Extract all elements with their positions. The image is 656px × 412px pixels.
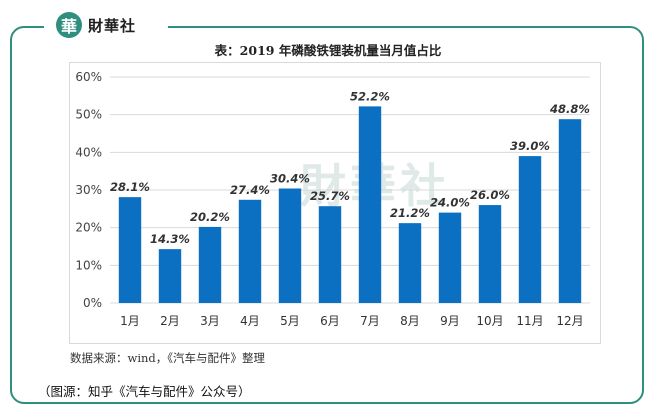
bar: [198, 226, 222, 303]
bar: [238, 199, 262, 303]
y-tick-label: 20%: [75, 221, 102, 235]
bar: [278, 188, 302, 303]
y-tick-label: 60%: [75, 70, 102, 84]
y-tick-label: 40%: [75, 145, 102, 159]
y-tick-label: 10%: [75, 258, 102, 272]
data-label: 48.8%: [549, 102, 590, 116]
bar: [478, 205, 502, 303]
data-label: 52.2%: [350, 89, 390, 103]
bar: [398, 223, 422, 303]
x-tick-label: 11月: [516, 314, 543, 328]
bar: [158, 249, 182, 303]
chart-title: 表：2019 年磷酸铁锂装机量当月值占比: [214, 43, 442, 58]
x-tick-label: 1月: [120, 314, 140, 328]
bar: [118, 197, 142, 303]
logo-text: 財華社: [88, 16, 137, 35]
content-frame: [10, 26, 644, 404]
y-tick-label: 0%: [83, 296, 102, 310]
data-label: 25.7%: [310, 189, 350, 203]
bar-chart: 0% 10% 20% 30% 40% 50% 60% 28.1% 1月 14.3% 2月 20.2% 3…: [75, 70, 590, 328]
data-label: 14.3%: [150, 232, 190, 246]
data-label: 28.1%: [110, 180, 150, 194]
data-source-note: 数据来源：wind，《汽车与配件》整理: [70, 351, 266, 365]
data-label: 24.0%: [430, 196, 470, 210]
bar: [438, 212, 462, 303]
data-label: 27.4%: [230, 183, 270, 197]
y-tick-label: 30%: [75, 183, 102, 197]
brand-logo: 華 財華社: [44, 8, 168, 42]
x-tick-label: 4月: [240, 314, 260, 328]
x-tick-label: 6月: [320, 314, 340, 328]
x-tick-label: 8月: [400, 314, 420, 328]
data-label: 21.2%: [390, 206, 430, 220]
bar: [358, 106, 382, 303]
x-tick-label: 3月: [200, 314, 220, 328]
x-tick-label: 9月: [440, 314, 460, 328]
bar: [558, 119, 582, 303]
x-tick-label: 10月: [476, 314, 503, 328]
data-label: 39.0%: [510, 139, 550, 153]
x-tick-label: 7月: [360, 314, 380, 328]
image-caption: （图源：知乎《汽车与配件》公众号）: [38, 384, 251, 399]
x-tick-label: 5月: [280, 314, 300, 328]
data-label: 26.0%: [470, 188, 510, 202]
x-tick-label: 12月: [556, 314, 583, 328]
y-tick-label: 50%: [75, 108, 102, 122]
bar: [318, 206, 342, 303]
chart-area: 0% 10% 20% 30% 40% 50% 60% 28.1% 1月 14.3% 2月 20.2% 3…: [69, 62, 601, 344]
data-label: 30.4%: [270, 171, 310, 185]
data-label: 20.2%: [190, 210, 230, 224]
logo-mark-icon: 華: [56, 12, 82, 38]
bar: [518, 156, 542, 303]
x-tick-label: 2月: [160, 314, 180, 328]
